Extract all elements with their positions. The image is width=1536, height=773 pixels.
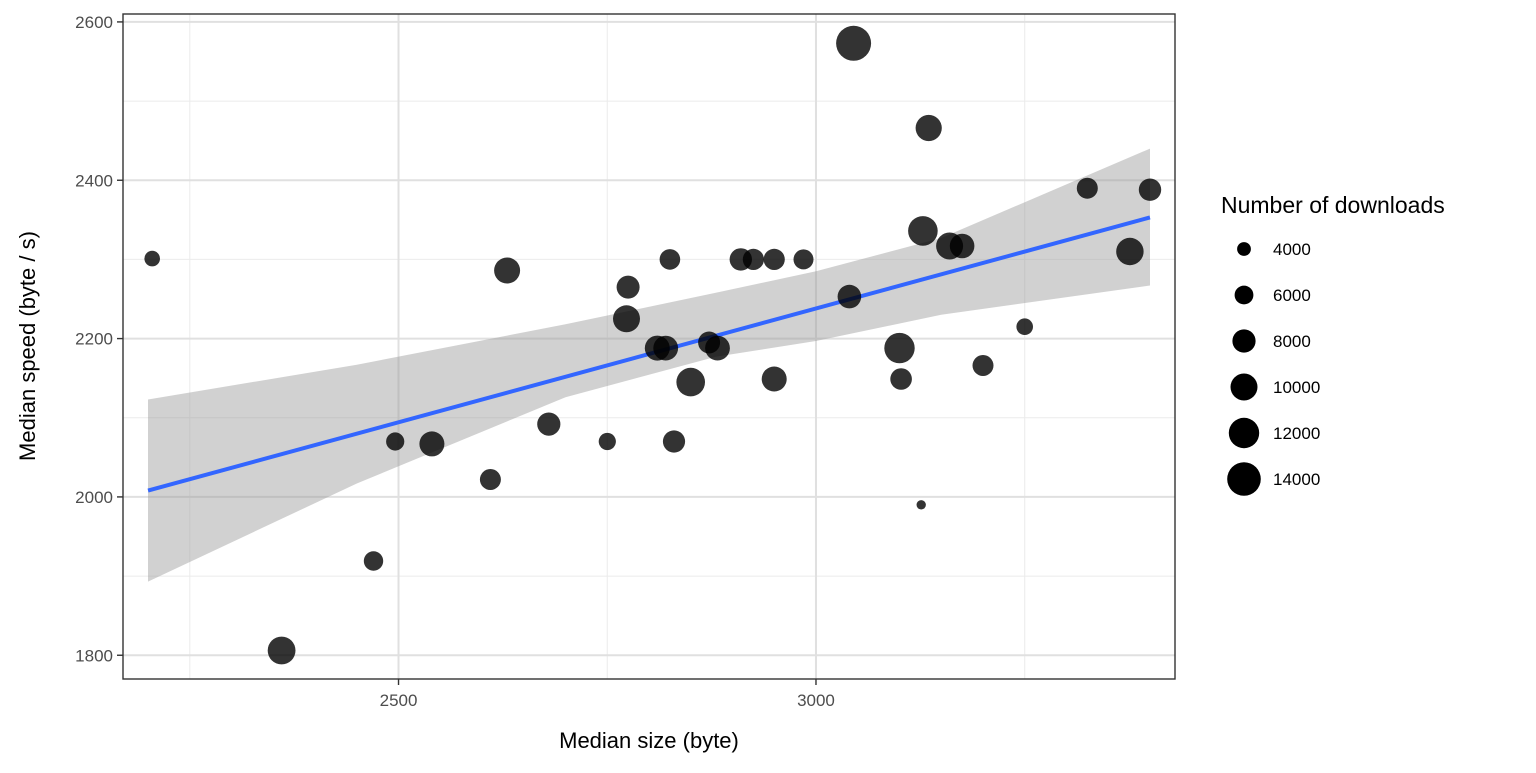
legend-label: 12000 — [1273, 424, 1320, 443]
legend-label: 6000 — [1273, 286, 1311, 305]
legend-key — [1234, 285, 1254, 305]
confidence-band-layer — [148, 148, 1150, 582]
data-point — [1076, 177, 1098, 199]
data-point — [949, 233, 975, 259]
legend-key — [1237, 242, 1251, 256]
data-point — [144, 250, 160, 267]
data-point — [653, 335, 679, 361]
data-point — [793, 249, 814, 270]
data-point — [1116, 237, 1144, 266]
data-point — [836, 25, 872, 61]
legend-key — [1232, 329, 1256, 353]
legend-label: 8000 — [1273, 332, 1311, 351]
data-point — [837, 284, 862, 309]
y-tick-label: 2400 — [75, 171, 113, 190]
data-point — [616, 275, 640, 299]
x-tick-label: 3000 — [797, 691, 835, 710]
data-point — [267, 636, 296, 665]
axis-layer: 2500 3000 1800 2000 2200 2400 2600 — [75, 13, 835, 710]
data-point — [1138, 178, 1162, 201]
data-point — [662, 430, 686, 453]
data-point — [479, 469, 501, 490]
data-point — [884, 332, 915, 364]
confidence-band — [148, 148, 1150, 582]
y-tick-label: 2200 — [75, 330, 113, 349]
y-tick-label: 2000 — [75, 488, 113, 507]
legend-label: 4000 — [1273, 240, 1311, 259]
data-point — [763, 248, 785, 270]
data-point — [972, 355, 994, 376]
legend-label: 14000 — [1273, 470, 1320, 489]
data-point — [916, 500, 926, 510]
panel-border — [122, 13, 1176, 680]
data-point — [761, 366, 787, 392]
data-point — [386, 432, 405, 451]
y-tick-label: 2600 — [75, 13, 113, 32]
data-point — [613, 305, 640, 333]
x-tick-label: 2500 — [380, 691, 418, 710]
data-point — [363, 551, 384, 571]
data-point — [537, 412, 561, 436]
x-axis-title: Median size (byte) — [559, 728, 739, 753]
y-tick-label: 1800 — [75, 646, 113, 665]
legend-label: 10000 — [1273, 378, 1320, 397]
legend-key — [1230, 373, 1258, 401]
data-point — [890, 368, 912, 390]
data-point — [742, 248, 765, 270]
data-point — [705, 335, 730, 361]
major-gridlines — [123, 14, 1175, 679]
data-point — [659, 249, 681, 270]
data-point — [915, 114, 942, 142]
data-point — [1016, 318, 1033, 336]
data-point — [598, 432, 616, 451]
legend-title: Number of downloads — [1221, 192, 1445, 218]
data-point — [676, 367, 705, 397]
points-layer — [144, 25, 1162, 665]
data-point — [419, 431, 445, 457]
data-point — [494, 257, 521, 284]
y-axis-title: Median speed (byte / s) — [15, 231, 40, 461]
legend-key — [1227, 462, 1261, 496]
legend: 4000 6000 8000 10000 12000 14000 — [1227, 240, 1320, 496]
legend-key — [1228, 417, 1260, 449]
data-point — [908, 216, 938, 246]
